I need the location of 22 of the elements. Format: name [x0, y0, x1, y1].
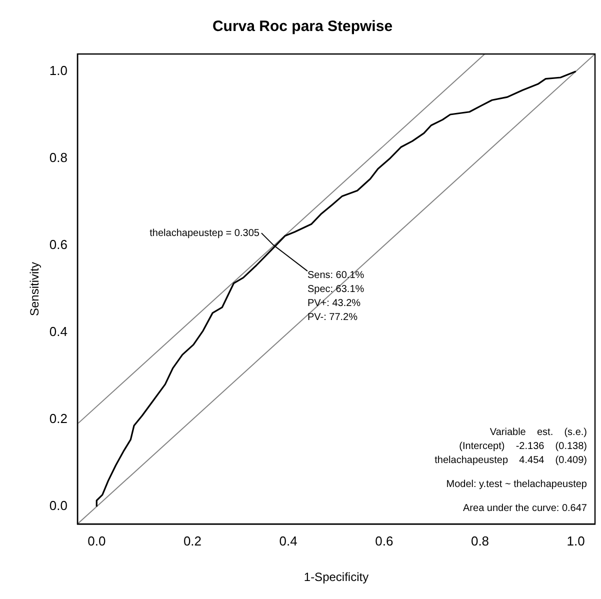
- annotation: thelachapeustep 4.454 (0.409): [434, 454, 587, 466]
- y-tick-label: 0.8: [49, 150, 68, 166]
- y-tick-label: 0.4: [49, 324, 68, 340]
- annotation: Sens: 60.1% Spec: 63.1% PV+: 43.2% PV-: 77.2%: [307, 270, 364, 323]
- y-tick-label: 0.0: [49, 498, 68, 514]
- annotation: Area under the curve: 0.647: [463, 502, 588, 514]
- annotation: Model: y.test ~ thelachapeustep: [446, 478, 588, 490]
- x-tick-label: 1.0: [566, 533, 585, 548]
- annotation: (Intercept) -2.136 (0.138): [459, 440, 587, 452]
- x-tick-label: 0.8: [470, 533, 490, 548]
- annotation: thelachapeustep = 0.305: [150, 228, 260, 239]
- x-tick-label: 0.0: [88, 533, 106, 548]
- x-tick-label: 0.4: [279, 533, 298, 548]
- chart-title: Curva Roc para Stepwise: [212, 18, 393, 36]
- annotation: Variable est. (s.e.): [490, 426, 587, 438]
- y-tick-label: 1.0: [49, 62, 68, 78]
- x-tick-label: 0.6: [375, 533, 394, 548]
- y-tick-label: 0.2: [49, 411, 68, 426]
- x-tick-label: 0.2: [183, 533, 202, 548]
- y-tick-label: 0.6: [49, 237, 68, 252]
- x-axis-title: 1-Specificity: [304, 570, 369, 584]
- y-axis-title: Sensitivity: [28, 262, 42, 316]
